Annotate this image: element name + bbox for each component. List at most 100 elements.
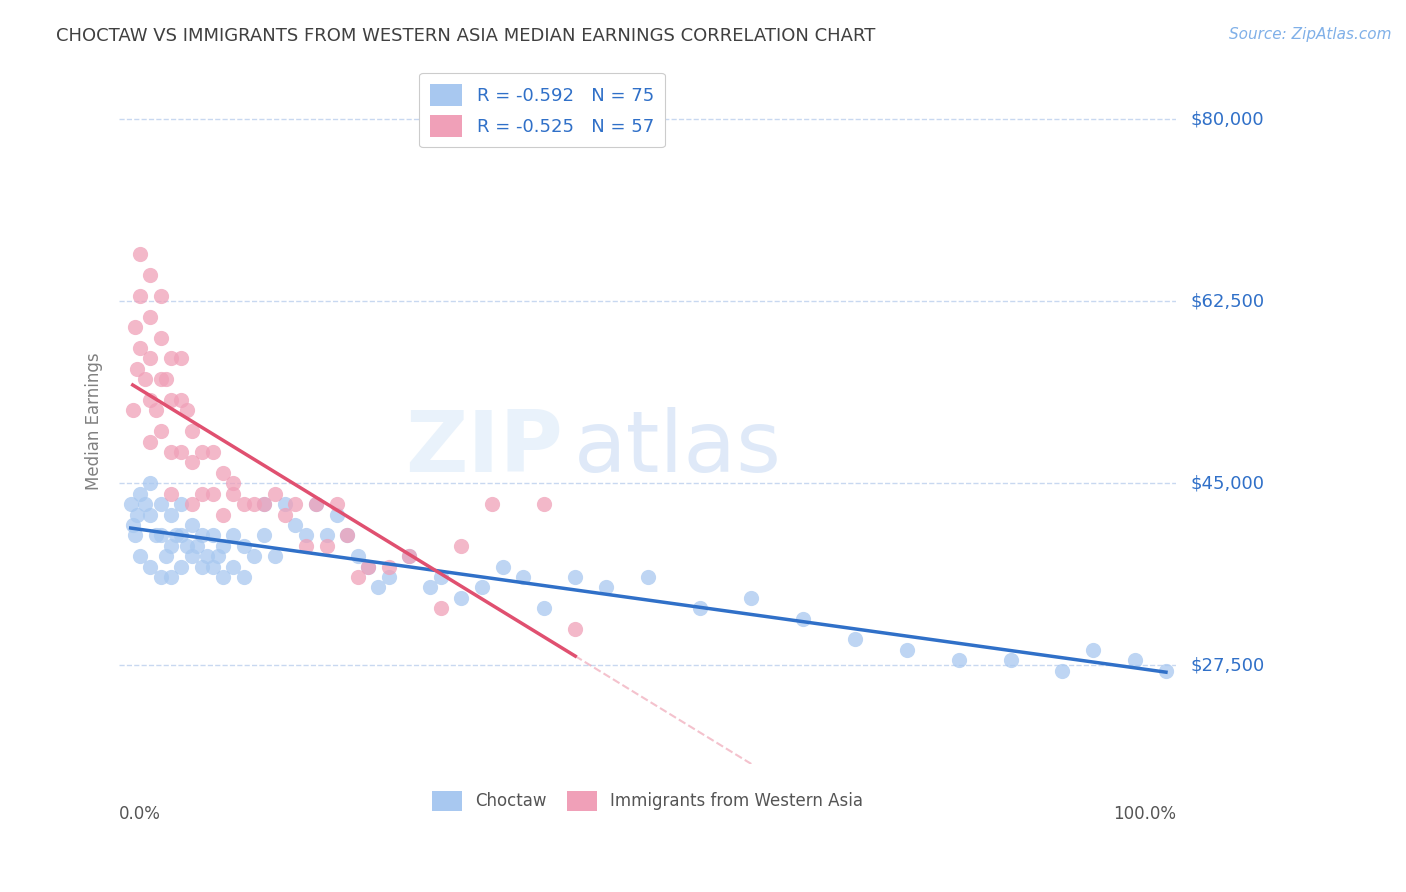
Point	[295, 528, 318, 542]
Point	[180, 424, 202, 438]
Point	[533, 497, 555, 511]
Point	[429, 570, 451, 584]
Point	[186, 539, 208, 553]
Point	[145, 403, 167, 417]
Point	[263, 549, 285, 563]
Point	[155, 549, 177, 563]
Point	[121, 403, 143, 417]
Text: $45,000: $45,000	[1191, 475, 1264, 492]
Point	[419, 580, 441, 594]
Point	[346, 549, 368, 563]
Point	[134, 497, 156, 511]
Point	[492, 559, 515, 574]
Point	[134, 372, 156, 386]
Point	[139, 476, 162, 491]
Point	[367, 580, 389, 594]
Point	[595, 580, 617, 594]
Point	[1083, 642, 1105, 657]
Point	[398, 549, 420, 563]
Point	[212, 539, 235, 553]
Point	[295, 539, 318, 553]
Point	[139, 392, 162, 407]
Point	[740, 591, 762, 605]
Point	[533, 601, 555, 615]
Point	[305, 497, 328, 511]
Point	[149, 497, 172, 511]
Point	[232, 497, 254, 511]
Point	[232, 570, 254, 584]
Text: $27,500: $27,500	[1191, 657, 1264, 674]
Point	[170, 392, 193, 407]
Point	[160, 570, 183, 584]
Point	[1000, 653, 1022, 667]
Point	[191, 486, 214, 500]
Point	[191, 445, 214, 459]
Point	[170, 559, 193, 574]
Point	[201, 486, 224, 500]
Point	[481, 497, 503, 511]
Point	[844, 632, 866, 647]
Point	[243, 549, 266, 563]
Point	[180, 517, 202, 532]
Point	[124, 320, 146, 334]
Point	[222, 559, 245, 574]
Point	[398, 549, 420, 563]
Point	[149, 289, 172, 303]
Point	[222, 486, 245, 500]
Point	[212, 570, 235, 584]
Point	[195, 549, 218, 563]
Point	[284, 497, 307, 511]
Point	[1123, 653, 1146, 667]
Point	[125, 508, 148, 522]
Point	[326, 497, 349, 511]
Point	[274, 497, 297, 511]
Point	[139, 351, 162, 366]
Point	[139, 559, 162, 574]
Point	[129, 247, 152, 261]
Point	[336, 528, 359, 542]
Point	[336, 528, 359, 542]
Point	[450, 591, 472, 605]
Point	[1154, 664, 1177, 678]
Text: 0.0%: 0.0%	[120, 805, 162, 823]
Point	[149, 330, 172, 344]
Point	[160, 351, 183, 366]
Point	[346, 570, 368, 584]
Point	[253, 497, 276, 511]
Text: $62,500: $62,500	[1191, 293, 1264, 310]
Point	[139, 268, 162, 282]
Point	[212, 508, 235, 522]
Point	[564, 570, 586, 584]
Point	[149, 424, 172, 438]
Point	[165, 528, 187, 542]
Point	[129, 549, 152, 563]
Point	[180, 455, 202, 469]
Point	[139, 508, 162, 522]
Text: CHOCTAW VS IMMIGRANTS FROM WESTERN ASIA MEDIAN EARNINGS CORRELATION CHART: CHOCTAW VS IMMIGRANTS FROM WESTERN ASIA …	[56, 27, 876, 45]
Point	[160, 508, 183, 522]
Text: $80,000: $80,000	[1191, 110, 1264, 128]
Point	[357, 559, 380, 574]
Point	[121, 517, 143, 532]
Point	[170, 528, 193, 542]
Point	[253, 497, 276, 511]
Point	[129, 341, 152, 355]
Text: atlas: atlas	[574, 407, 782, 490]
Point	[232, 539, 254, 553]
Point	[253, 528, 276, 542]
Text: ZIP: ZIP	[405, 407, 564, 490]
Point	[212, 466, 235, 480]
Point	[222, 476, 245, 491]
Point	[305, 497, 328, 511]
Point	[180, 549, 202, 563]
Point	[191, 528, 214, 542]
Point	[357, 559, 380, 574]
Point	[149, 528, 172, 542]
Point	[1052, 664, 1074, 678]
Point	[896, 642, 918, 657]
Point	[201, 445, 224, 459]
Point	[201, 528, 224, 542]
Point	[160, 445, 183, 459]
Point	[222, 528, 245, 542]
Text: Source: ZipAtlas.com: Source: ZipAtlas.com	[1229, 27, 1392, 42]
